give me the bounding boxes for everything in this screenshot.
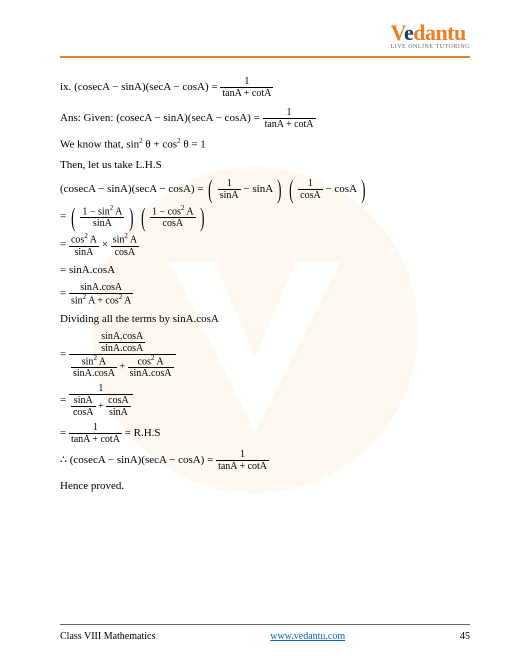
- brand-logo: Vedantu: [391, 20, 470, 46]
- step-1: (cosecA − sinA)(secA − cosA) = ( 1sinA −…: [60, 178, 470, 201]
- header: Vedantu LIVE ONLINE TUTORING: [60, 20, 470, 50]
- step-7: = 1 sinAcosA + cosAsinA: [60, 383, 470, 418]
- step-2: = ( 1 − sin2 AsinA ) ( 1 − cos2 AcosA ): [60, 205, 470, 229]
- brand-tagline: LIVE ONLINE TUTORING: [391, 44, 470, 50]
- known-identity: We know that, sin2 θ + cos2 θ = 1: [60, 136, 470, 153]
- hence-proved: Hence proved.: [60, 478, 470, 495]
- conclusion: ∴ (cosecA − sinA)(secA − cosA) = 1tanA +…: [60, 449, 470, 472]
- top-rule: [60, 56, 470, 58]
- page-number: 45: [460, 631, 470, 642]
- step-5: = sinA.cosAsin2 A + cos2 A: [60, 282, 470, 306]
- take-lhs: Then, let us take L.H.S: [60, 157, 470, 174]
- step-3: = cos2 AsinA × sin2 AcosA: [60, 233, 470, 257]
- step-8: = 1tanA + cotA = R.H.S: [60, 422, 470, 445]
- answer-given: Ans: Given: (cosecA − sinA)(secA − cosA)…: [60, 107, 470, 130]
- problem-statement: ix. (cosecA − sinA)(secA − cosA) = 1tanA…: [60, 76, 470, 99]
- footer: Class VIII Mathematics www.vedantu.com 4…: [60, 624, 470, 642]
- bottom-rule: [60, 624, 470, 625]
- footer-class: Class VIII Mathematics: [60, 631, 155, 642]
- footer-link[interactable]: www.vedantu.com: [270, 631, 345, 642]
- content-body: ix. (cosecA − sinA)(secA − cosA) = 1tanA…: [60, 76, 470, 495]
- divide-text: Dividing all the terms by sinA.cosA: [60, 311, 470, 328]
- step-6: = sinA.cosAsinA.cosA sin2 AsinA.cosA + c…: [60, 331, 470, 379]
- step-4: = sinA.cosA: [60, 262, 470, 279]
